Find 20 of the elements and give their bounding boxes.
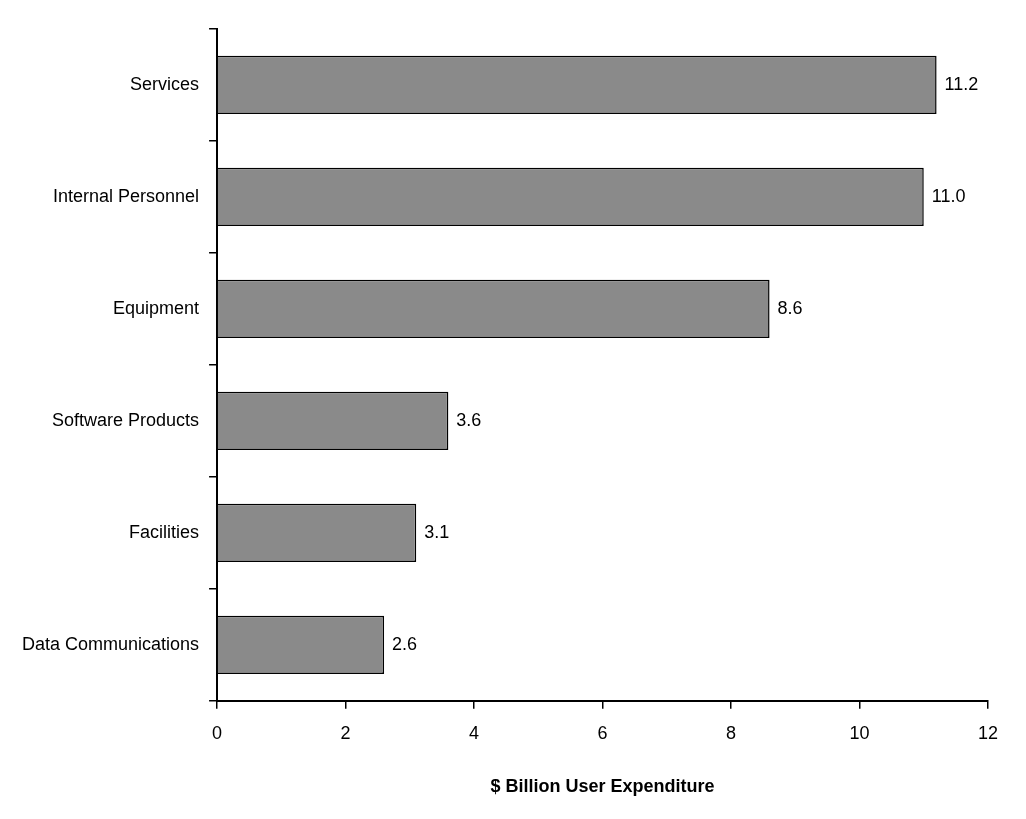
y-tick-label: Equipment <box>113 297 200 318</box>
data-label: 11.0 <box>931 185 966 206</box>
x-axis-title: $ Billion User Expenditure <box>490 776 715 797</box>
y-tick-label: Facilities <box>129 521 200 542</box>
y-tick-label: Data Communications <box>22 633 200 654</box>
x-tick-label: 8 <box>726 722 737 743</box>
y-tick-label: Software Products <box>52 409 200 430</box>
x-tick-label: 12 <box>977 722 999 743</box>
y-tick-label: Services <box>130 73 200 94</box>
data-label: 2.6 <box>392 633 418 654</box>
x-tick-label: 10 <box>849 722 870 743</box>
data-label: 3.6 <box>456 409 482 430</box>
x-tick-label: 2 <box>340 722 351 743</box>
x-tick-label: 6 <box>597 722 608 743</box>
data-label: 8.6 <box>777 297 803 318</box>
x-tick-label: 4 <box>469 722 480 743</box>
y-tick-label: Internal Personnel <box>52 185 200 206</box>
data-label: 3.1 <box>424 521 450 542</box>
data-label: 11.2 <box>944 73 979 94</box>
x-tick-label: 0 <box>212 722 223 743</box>
